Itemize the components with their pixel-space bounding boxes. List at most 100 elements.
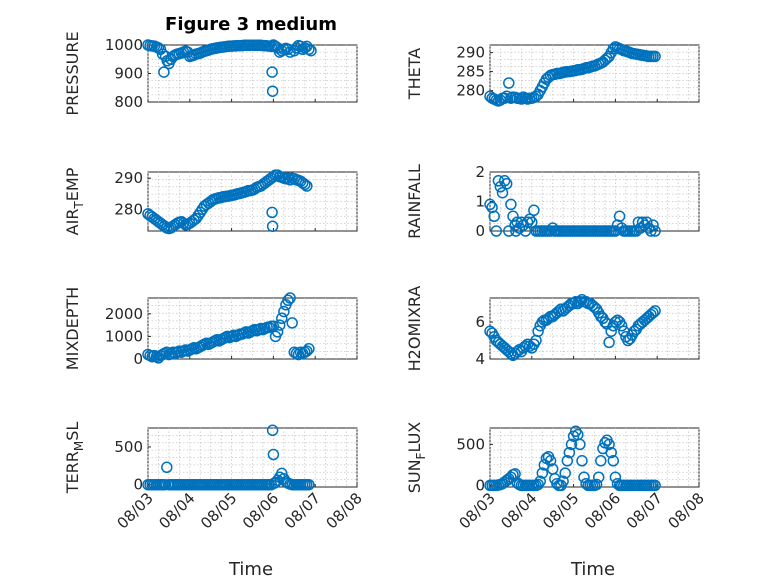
y-axis-label: TERRMSL [63, 422, 86, 495]
series-points [142, 292, 315, 364]
y-tick-label: 2000 [105, 305, 143, 323]
data-point [521, 216, 534, 228]
data-point [498, 175, 511, 187]
data-point [161, 461, 173, 474]
data-point [301, 180, 313, 192]
data-point [649, 305, 661, 317]
y-tick-label: 800 [114, 93, 143, 111]
y-tick-label: 500 [114, 438, 143, 456]
data-point [278, 305, 290, 318]
data-point [615, 319, 628, 332]
subplot-mixdepth: 0 1000 2000 MIXDEPTH [63, 287, 358, 370]
y-axis-label: THETA [405, 48, 424, 100]
y-tick-label: 500 [456, 435, 485, 453]
data-point [273, 319, 286, 331]
series-points [484, 425, 661, 492]
data-point [266, 66, 278, 78]
y-axis-label: SUNFLUX [405, 422, 428, 494]
data-point [284, 292, 296, 304]
data-point [576, 455, 588, 467]
x-tick-label: 08/07 [623, 489, 666, 532]
x-axis-label-left: Time [228, 559, 273, 580]
y-tick-label: 2 [475, 163, 485, 181]
y-tick-label: 6 [475, 313, 485, 331]
data-point [301, 345, 313, 357]
x-tick-label: 08/07 [281, 489, 324, 532]
data-point [603, 438, 615, 451]
subplot-pressure: 800 900 1000 PRESSURE [63, 31, 358, 116]
subplot-rainfall: 0 1 2 RAINFALL [405, 163, 700, 240]
data-point [303, 43, 315, 56]
series-points [484, 175, 661, 237]
subplot-h2omixra: 4 6 H2OMIXRA [405, 286, 700, 372]
y-tick-label: 280 [114, 200, 143, 218]
y-axis-label: PRESSURE [63, 31, 82, 115]
data-point [607, 455, 620, 467]
figure-title: Figure 3 medium [165, 14, 337, 35]
x-tick-label: 08/08 [665, 489, 708, 532]
y-tick-label: 0 [475, 222, 485, 240]
series-points [484, 41, 661, 107]
series-points [142, 169, 313, 235]
data-point [649, 225, 661, 237]
series-points [142, 39, 317, 97]
data-point [266, 85, 279, 97]
data-point [484, 198, 496, 211]
data-point [286, 317, 298, 329]
data-point [271, 326, 284, 338]
y-tick-label: 1000 [105, 327, 143, 345]
data-point [528, 204, 540, 217]
data-point [603, 336, 615, 349]
data-point [500, 178, 513, 190]
data-point [574, 438, 586, 451]
data-point [647, 219, 659, 231]
data-point [645, 225, 657, 237]
data-point [592, 471, 605, 483]
data-point [266, 206, 278, 219]
x-tick-label: 08/06 [581, 489, 624, 532]
data-point [503, 225, 515, 237]
data-point [267, 448, 280, 461]
data-point [647, 307, 659, 319]
series-points [142, 424, 315, 491]
y-tick-label: 4 [475, 350, 485, 368]
x-tick-label: 08/05 [539, 489, 582, 532]
data-point [649, 479, 661, 492]
data-point [609, 316, 622, 328]
y-tick-label: 1000 [105, 36, 143, 54]
data-point [532, 325, 544, 338]
data-point [536, 467, 549, 479]
y-axis-label: MIXDEPTH [63, 287, 82, 370]
data-point [519, 340, 532, 352]
subplot-air-temp: 280 290 AIRTEMP [63, 167, 358, 235]
y-tick-label: 290 [456, 44, 485, 62]
x-tick-label: 08/04 [155, 489, 198, 532]
y-tick-label: 285 [456, 63, 485, 81]
data-point [534, 475, 546, 488]
data-point [649, 50, 661, 63]
data-point [503, 77, 515, 89]
data-point [505, 198, 517, 211]
data-point [595, 455, 607, 467]
data-point [511, 345, 523, 358]
x-axis-label-right: Time [570, 559, 615, 580]
data-point [636, 216, 649, 228]
y-tick-label: 0 [475, 476, 485, 494]
data-point [303, 343, 315, 355]
y-tick-label: 900 [114, 65, 143, 83]
data-point [177, 217, 190, 229]
data-point [605, 325, 617, 338]
series-points [484, 294, 661, 362]
data-point [276, 312, 288, 325]
data-point [605, 446, 617, 459]
data-point [559, 467, 571, 479]
data-point [565, 438, 578, 451]
x-tick-label: 08/03 [114, 489, 157, 532]
data-point [266, 424, 279, 437]
data-point [490, 225, 503, 237]
data-point [544, 455, 557, 467]
y-axis-label: H2OMIXRA [405, 286, 424, 372]
